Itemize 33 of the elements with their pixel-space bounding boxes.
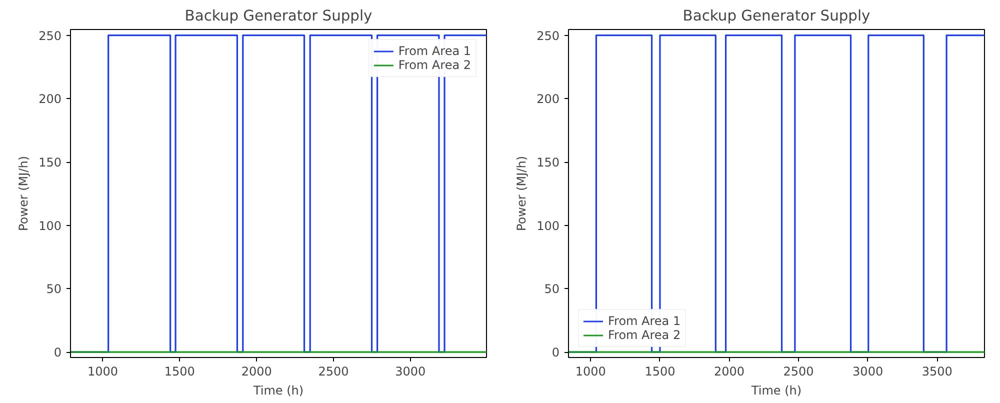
x-axis-title: Time (h)	[750, 384, 802, 398]
x-tick-label: 2000	[241, 364, 272, 378]
y-tick-label: 50	[544, 282, 560, 296]
y-tick-label: 100	[536, 218, 560, 233]
y-tick-label: 0	[54, 346, 62, 360]
x-tick-label: 2000	[714, 364, 745, 378]
legend-label: From Area 2	[608, 328, 681, 342]
legend-label: From Area 1	[398, 44, 471, 58]
x-axis-title: Time (h)	[252, 384, 304, 398]
y-tick-label: 150	[536, 156, 560, 170]
x-tick-label: 2500	[318, 364, 349, 378]
y-tick-label: 150	[38, 156, 62, 170]
x-tick-label: 3500	[922, 364, 952, 378]
x-tick-label: 1500	[164, 364, 195, 378]
y-tick-label: 200	[38, 92, 62, 106]
y-axis-title: Power (MJ/h)	[16, 156, 31, 231]
y-axis-title: Power (MJ/h)	[514, 156, 529, 231]
y-tick-label: 250	[536, 28, 560, 43]
y-tick-label: 50	[46, 282, 62, 296]
x-tick-label: 1000	[575, 364, 606, 378]
chart-title: Backup Generator Supply	[184, 8, 373, 24]
x-tick-label: 3000	[395, 364, 426, 378]
y-tick-label: 0	[552, 346, 560, 360]
y-tick-label: 200	[536, 92, 560, 106]
x-tick-label: 1000	[88, 364, 118, 378]
x-tick-label: 2500	[783, 364, 814, 378]
legend-label: From Area 1	[608, 314, 681, 328]
chart-title: Backup Generator Supply	[682, 8, 871, 24]
x-tick-label: 3000	[852, 364, 884, 378]
y-tick-label: 250	[38, 28, 62, 43]
x-tick-label: 1500	[644, 364, 676, 378]
y-tick-label: 100	[38, 218, 62, 233]
legend-label: From Area 2	[398, 58, 471, 72]
